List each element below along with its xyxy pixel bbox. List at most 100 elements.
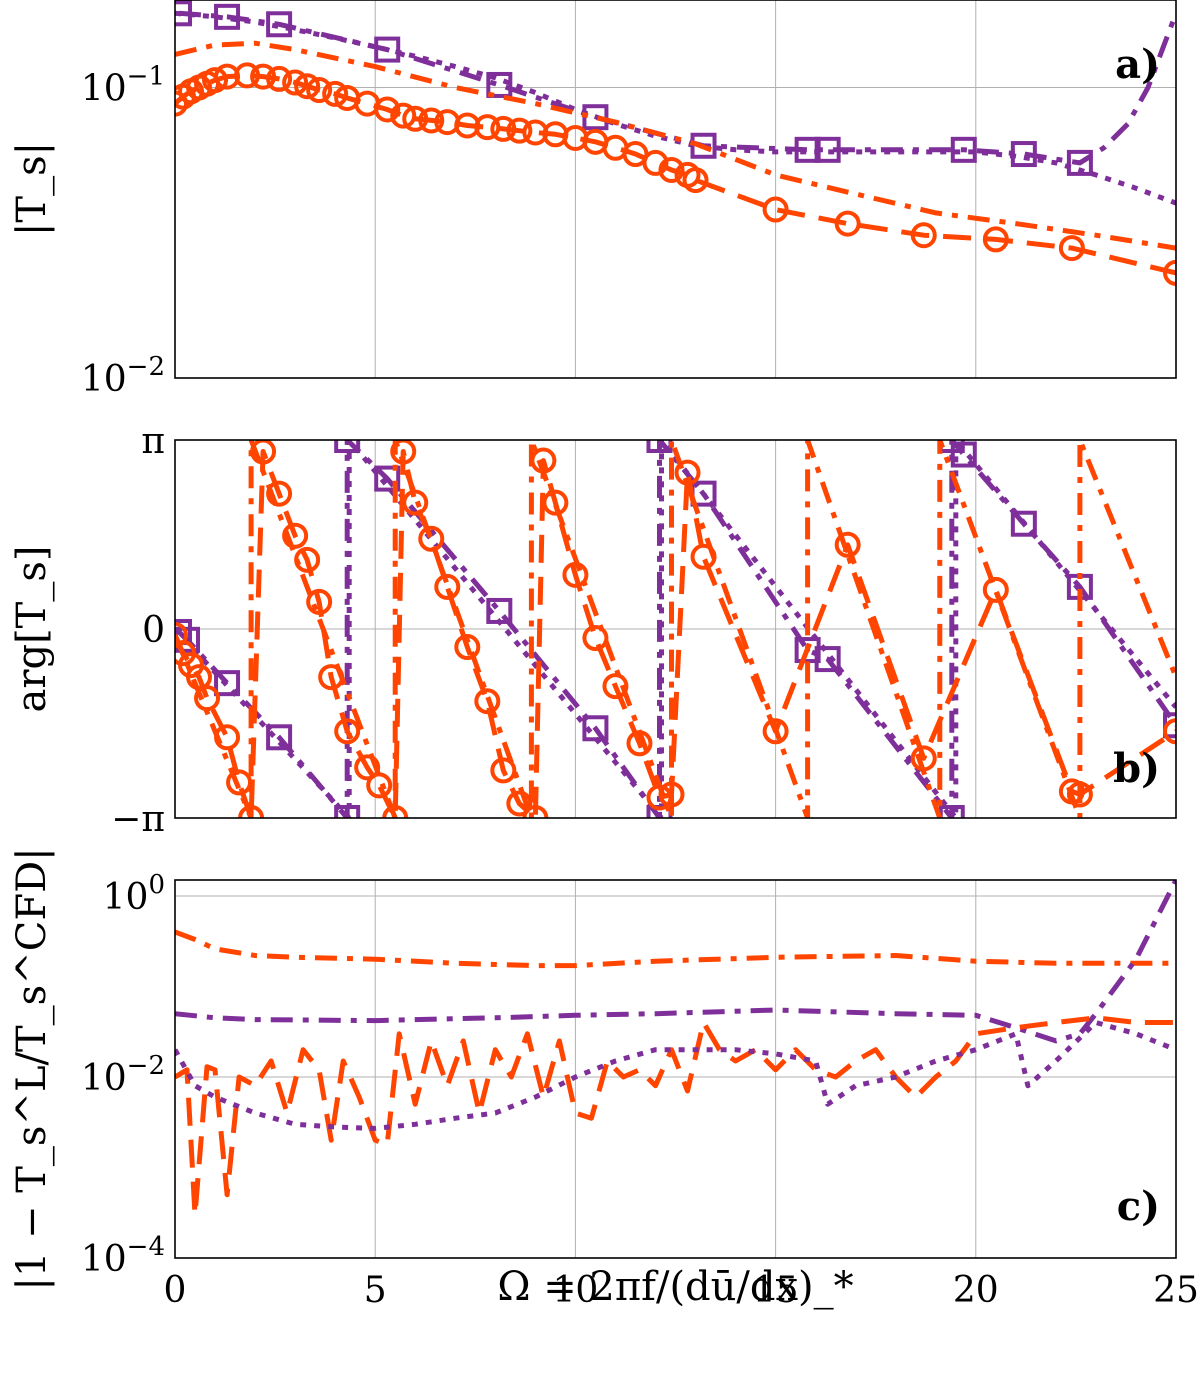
panel-tag: a) — [1115, 41, 1160, 88]
data-point-circle — [982, 576, 1009, 603]
data-point-circle — [282, 522, 309, 549]
data-point-circle — [1066, 781, 1093, 808]
data-point-circle — [214, 724, 241, 751]
x-tick-label: 0 — [164, 1270, 187, 1311]
y-axis-label: arg[T_s] — [9, 546, 55, 713]
data-point-circle — [390, 102, 417, 129]
x-tick-label: 10 — [552, 1270, 598, 1311]
data-point-circle — [382, 805, 409, 818]
data-point-circle — [658, 156, 685, 183]
data-point-square — [486, 71, 513, 98]
data-point-circle — [834, 210, 861, 237]
data-point-square — [690, 132, 717, 159]
panel-tag: b) — [1113, 745, 1160, 792]
data-point-circle — [658, 781, 685, 808]
y-tick-label: 100 — [103, 870, 165, 918]
data-point-square — [334, 440, 361, 453]
data-point-circle — [506, 117, 533, 144]
data-point-circle — [418, 525, 445, 552]
data-point-circle — [1058, 235, 1085, 262]
data-point-circle — [418, 107, 445, 134]
y-tick-label: 10−2 — [81, 1051, 165, 1099]
y-tick-label: 10−2 — [81, 352, 165, 400]
x-tick-label: 15 — [753, 1270, 799, 1311]
y-tick-label: −π — [111, 799, 165, 840]
data-point-circle — [1163, 259, 1176, 286]
series-line-3 — [175, 1015, 1176, 1218]
data-point-square — [1066, 149, 1093, 176]
data-point-square — [582, 715, 609, 742]
data-point-square — [1010, 141, 1037, 168]
data-point-circle — [402, 105, 429, 132]
data-point-circle — [474, 688, 501, 715]
data-point-square — [950, 136, 977, 163]
data-point-circle — [334, 718, 361, 745]
data-point-circle — [626, 730, 653, 757]
data-point-circle — [674, 459, 701, 486]
y-tick-label: 10−4 — [81, 1232, 165, 1280]
data-point-circle — [1163, 718, 1176, 745]
series-line-2 — [175, 880, 1176, 1044]
plot-frame — [174, 439, 1177, 819]
data-point-circle — [646, 784, 673, 811]
data-point-square — [374, 36, 401, 63]
data-point-circle — [266, 65, 293, 92]
data-point-square — [214, 670, 241, 697]
data-point-circle — [294, 546, 321, 573]
panel-a: 10−2 10−1 |T_s| a) — [9, 0, 1177, 400]
series-line-1 — [175, 929, 1176, 969]
data-point-circle — [366, 772, 393, 799]
data-point-circle — [454, 634, 481, 661]
data-point-circle — [474, 114, 501, 141]
data-point-circle — [318, 664, 345, 691]
data-point-square — [374, 465, 401, 492]
data-point-circle — [175, 622, 188, 649]
data-point-circle — [490, 115, 517, 142]
data-point-circle — [762, 196, 789, 223]
data-point-circle — [682, 167, 709, 194]
data-point-circle — [530, 447, 557, 474]
data-point-square — [214, 3, 241, 30]
data-point-circle — [506, 790, 533, 817]
data-point-circle — [322, 80, 349, 107]
data-point-circle — [690, 543, 717, 570]
y-tick-label: 10−1 — [81, 61, 165, 109]
series-line-4 — [175, 449, 1176, 818]
data-point-square — [334, 805, 361, 818]
data-point-square — [950, 441, 977, 468]
y-axis-label: |1 − T_s^L/T_s^CFD| — [9, 847, 55, 1290]
data-point-circle — [238, 805, 265, 818]
data-point-square — [175, 0, 193, 27]
data-point-circle — [175, 90, 188, 117]
x-axis-label: Ω = 2πf/(dū/dx)_* — [497, 1264, 853, 1310]
data-point-circle — [294, 73, 321, 100]
data-point-square — [938, 805, 965, 818]
panel-b: −π 0 π arg[T_s] b) — [9, 421, 1177, 840]
data-point-circle — [602, 673, 629, 700]
panel-tag: c) — [1117, 1183, 1160, 1230]
data-point-circle — [522, 805, 549, 818]
data-point-circle — [834, 531, 861, 558]
plot-frame — [174, 0, 1177, 379]
panel-c: 10−4 10−2 100 0 5 10 15 20 25 Ω = 2πf/(dū/dx)_* |1… — [9, 847, 1199, 1311]
data-point-square — [486, 597, 513, 624]
y-tick-label: π — [141, 421, 165, 462]
data-point-circle — [306, 588, 333, 615]
data-point-circle — [910, 745, 937, 772]
data-point-circle — [910, 222, 937, 249]
data-point-square — [1010, 510, 1037, 537]
data-point-circle — [250, 63, 277, 90]
data-point-circle — [490, 757, 517, 784]
data-point-circle — [266, 480, 293, 507]
data-point-square — [814, 646, 841, 673]
plot-frame — [174, 879, 1177, 1259]
series-line-3 — [175, 40, 1176, 251]
data-point-circle — [982, 226, 1009, 253]
data-point-square — [646, 440, 673, 453]
data-point-circle — [582, 625, 609, 652]
data-point-circle — [542, 489, 569, 516]
x-tick-label: 25 — [1153, 1270, 1199, 1311]
data-point-circle — [202, 67, 229, 94]
data-point-circle — [194, 685, 221, 712]
